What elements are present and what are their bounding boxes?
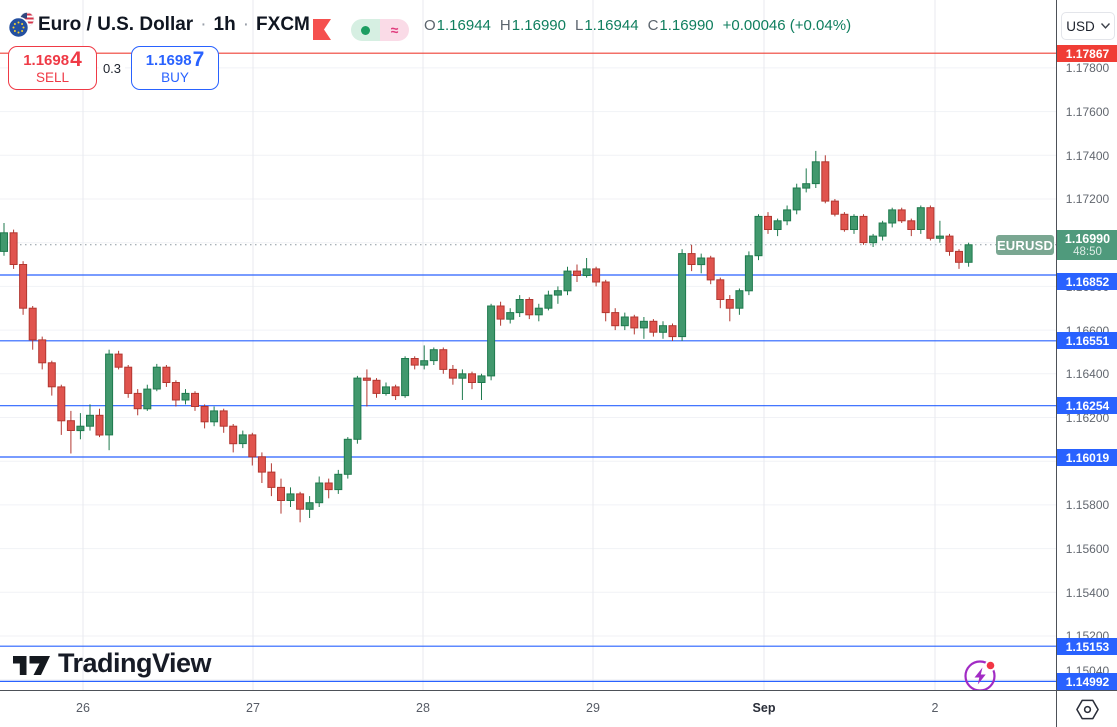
title-separator: · xyxy=(200,14,207,35)
buy-label: BUY xyxy=(161,69,189,85)
notification-dot-icon xyxy=(986,661,995,670)
time-axis[interactable]: 26 27 28 29 Sep 2 xyxy=(0,690,1056,727)
level-price-label: 1.15153 xyxy=(1057,638,1117,655)
candlestick-chart xyxy=(0,0,1056,690)
time-axis-label: 2 xyxy=(931,701,939,715)
price-tick-label: 1.15600 xyxy=(1065,542,1110,556)
time-axis-label: Sep xyxy=(752,701,776,715)
price-tick-label: 1.15400 xyxy=(1065,586,1110,600)
open-value: 1.16944 xyxy=(436,17,491,34)
high-value: 1.16990 xyxy=(511,17,566,34)
chart-settings-gear-icon[interactable] xyxy=(1075,697,1100,722)
symbol-name: Euro / U.S. Dollar xyxy=(38,14,194,35)
flag-symbol-icon[interactable] xyxy=(313,19,331,40)
price-axis[interactable]: USD 1.178001.176001.174001.172001.168001… xyxy=(1056,0,1117,690)
buy-price-big-digit: 7 xyxy=(192,47,205,71)
level-price-label: 1.14992 xyxy=(1057,673,1117,690)
price-tick-label: 1.17800 xyxy=(1065,61,1110,75)
exchange-name: FXCM xyxy=(256,14,310,35)
chevron-down-icon xyxy=(1100,23,1110,29)
sell-label: SELL xyxy=(35,69,70,85)
ohlc-readout: O1.16944 H1.16990 L1.16944 C1.16990 +0.00046… xyxy=(424,17,851,34)
market-open-indicator xyxy=(351,19,380,41)
level-price-label: 1.16551 xyxy=(1057,332,1117,349)
time-axis-label: 27 xyxy=(246,701,260,715)
time-axis-label: 28 xyxy=(416,701,430,715)
sell-price-big-digit: 4 xyxy=(70,47,82,71)
currency-selector[interactable]: USD xyxy=(1061,12,1115,40)
symbol-title[interactable]: Euro / U.S. Dollar · 1h · FXCM xyxy=(38,14,310,36)
title-separator: · xyxy=(242,14,250,35)
currency-pair-logo-icon xyxy=(8,12,35,39)
tradingview-watermark: TradingView xyxy=(13,648,212,679)
current-price-label: 1.16990 48:50 xyxy=(1057,230,1117,260)
sell-button[interactable]: 1.1698 4 SELL xyxy=(8,46,97,90)
price-tick-label: 1.16200 xyxy=(1065,411,1110,425)
level-price-label: 1.16852 xyxy=(1057,273,1117,290)
bar-countdown: 48:50 xyxy=(1073,246,1102,258)
axis-corner xyxy=(1056,690,1117,727)
price-tick-label: 1.17600 xyxy=(1065,105,1110,119)
tradingview-logo-icon xyxy=(13,655,50,675)
interval-value[interactable]: 1h xyxy=(213,14,236,35)
alert-price-label: 1.17867 xyxy=(1057,45,1117,62)
buy-price: 1.1698 7 xyxy=(145,47,205,71)
level-price-label: 1.16254 xyxy=(1057,397,1117,414)
change-value: +0.00046 (+0.04%) xyxy=(722,17,852,34)
close-value: 1.16990 xyxy=(659,17,714,34)
buy-button[interactable]: 1.1698 7 BUY xyxy=(131,46,219,90)
level-price-label: 1.16019 xyxy=(1057,449,1117,466)
market-open-dot-icon xyxy=(361,25,370,35)
currency-label: USD xyxy=(1066,18,1095,34)
low-value: 1.16944 xyxy=(584,17,639,34)
sell-price: 1.1698 4 xyxy=(23,47,82,71)
open-label: O xyxy=(424,17,436,34)
price-tick-label: 1.17200 xyxy=(1065,192,1110,206)
time-axis-label: 26 xyxy=(76,701,90,715)
price-tick-label: 1.16400 xyxy=(1065,367,1110,381)
flash-alert-button[interactable] xyxy=(962,658,998,690)
close-label: C xyxy=(647,17,659,34)
price-line-symbol-badge: EURUSD xyxy=(996,235,1054,255)
delayed-data-indicator: ≈ xyxy=(380,19,409,41)
time-axis-label: 29 xyxy=(586,701,600,715)
chart-pane[interactable]: Euro / U.S. Dollar · 1h · FXCM ≈ O1.16944 H1.… xyxy=(0,0,1056,690)
price-tick-label: 1.15800 xyxy=(1065,498,1110,512)
high-label: H xyxy=(499,17,511,34)
price-tick-label: 1.17400 xyxy=(1065,149,1110,163)
spread-value: 0.3 xyxy=(99,60,125,77)
current-price-value: 1.16990 xyxy=(1064,232,1111,246)
low-label: L xyxy=(574,17,584,34)
watermark-brand-text: TradingView xyxy=(58,648,212,678)
market-status-pill[interactable]: ≈ xyxy=(351,19,409,41)
